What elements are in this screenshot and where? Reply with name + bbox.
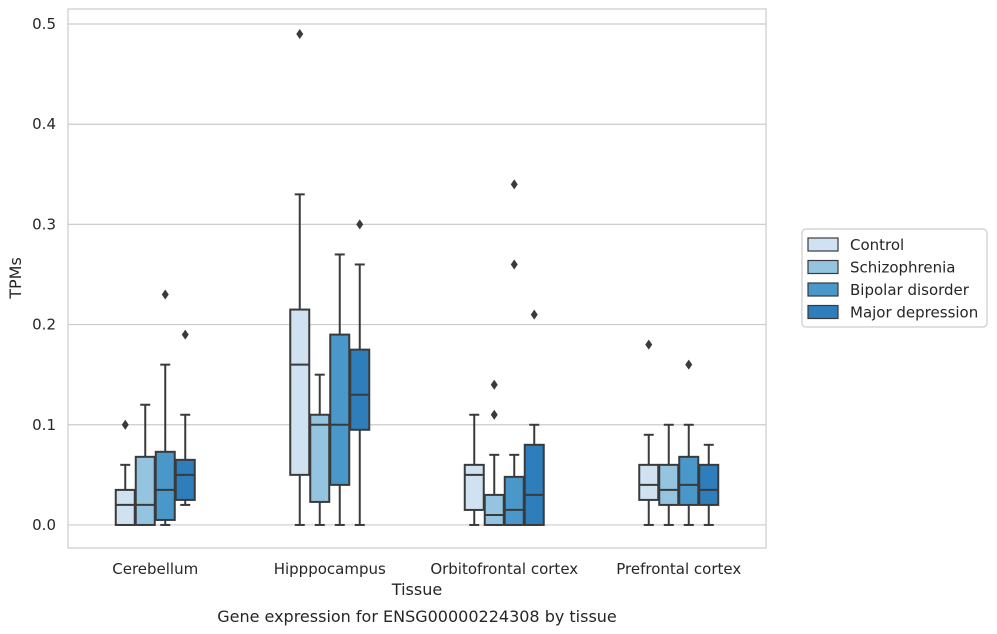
legend-label: Schizophrenia [850, 259, 955, 277]
outlier-point [490, 379, 498, 390]
x-tick-label: Orbitofrontal cortex [430, 560, 578, 578]
box-0-3 [174, 329, 196, 506]
y-tick-label: 0.5 [32, 15, 56, 33]
box-body [154, 450, 176, 521]
box-body [658, 463, 680, 506]
box-body [678, 455, 700, 506]
box-2-3 [523, 309, 545, 526]
outlier-point [356, 219, 364, 230]
box-body [114, 488, 136, 526]
plot-frame [67, 8, 767, 549]
box-0-0 [114, 419, 136, 526]
x-tick-label: Prefrontal cortex [616, 560, 741, 578]
x-tick-labels: Cerebellum Hipppocampus Orbitofrontal cort… [112, 560, 741, 578]
legend-label: Bipolar disorder [850, 281, 970, 299]
box-body [134, 455, 156, 526]
box-body [698, 463, 720, 506]
box-1-1 [309, 373, 331, 526]
box-1-3 [349, 219, 371, 526]
box-body [463, 463, 485, 511]
outlier-point [490, 409, 498, 420]
y-tick-labels: 0.0 0.1 0.2 0.3 0.4 0.5 [32, 15, 56, 534]
box-body [309, 413, 331, 503]
outlier-point [296, 29, 304, 40]
legend: Control Schizophrenia Bipolar disorder Majo… [801, 228, 988, 328]
box-body [174, 458, 196, 501]
box-body [483, 493, 505, 526]
box-3-0 [638, 339, 660, 526]
legend-frame [801, 228, 988, 328]
box-body [289, 308, 311, 476]
box-3-1 [658, 423, 680, 526]
box-body [638, 463, 660, 501]
x-tick-label: Hipppocampus [274, 560, 386, 578]
box-0-1 [134, 403, 156, 526]
box-3-2 [678, 359, 700, 526]
box-3-3 [698, 443, 720, 526]
outlier-point [645, 339, 653, 350]
y-tick-label: 0.3 [32, 215, 56, 233]
x-tick-label: Cerebellum [112, 560, 198, 578]
box-body [329, 333, 351, 486]
outlier-point [530, 309, 538, 320]
outlier-point [510, 259, 518, 270]
box-2-2 [503, 179, 525, 526]
y-axis-label: TPMs [6, 257, 25, 300]
box-2-1 [483, 379, 505, 526]
box-1-2 [329, 253, 351, 526]
y-tick-label: 0.1 [32, 416, 56, 434]
legend-label: Control [850, 236, 904, 254]
box-body [503, 475, 525, 526]
box-body [349, 348, 371, 431]
legend-swatch [807, 237, 839, 252]
legend-swatch [807, 304, 839, 320]
box-2-0 [463, 413, 485, 526]
outlier-point [685, 359, 693, 370]
boxes-layer [114, 29, 720, 526]
chart-caption: Gene expression for ENSG00000224308 by t… [217, 607, 617, 626]
outlier-point [121, 419, 129, 430]
x-axis-label: Tissue [391, 580, 442, 599]
legend-swatch [807, 259, 839, 275]
y-tick-label: 0.2 [32, 316, 56, 334]
outlier-point [510, 179, 518, 190]
outlier-point [161, 289, 169, 300]
outlier-point [181, 329, 189, 340]
box-body [523, 443, 545, 526]
legend-swatch [807, 282, 839, 297]
legend-label: Major depression [850, 304, 978, 322]
box-1-0 [289, 29, 311, 526]
grid-layer [68, 23, 766, 526]
y-tick-label: 0.4 [32, 115, 56, 133]
y-tick-label: 0.0 [32, 516, 56, 534]
